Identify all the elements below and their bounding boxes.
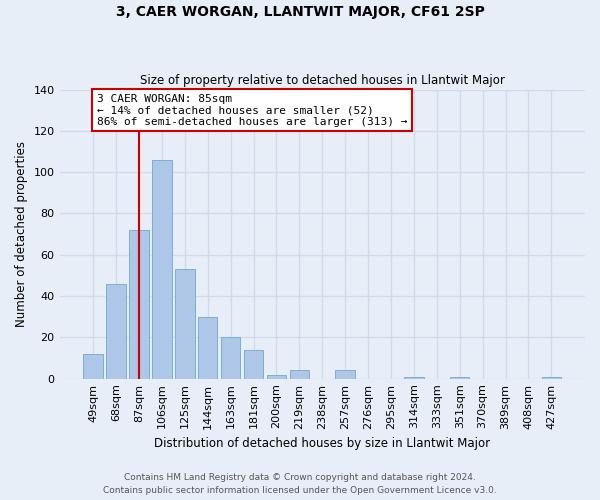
Bar: [542, 376, 561, 378]
Text: Contains HM Land Registry data © Crown copyright and database right 2024.
Contai: Contains HM Land Registry data © Crown c…: [103, 474, 497, 495]
Bar: [244, 350, 263, 378]
Bar: [198, 316, 217, 378]
Bar: [404, 376, 424, 378]
Y-axis label: Number of detached properties: Number of detached properties: [15, 141, 28, 327]
Bar: [152, 160, 172, 378]
Bar: [106, 284, 126, 378]
Bar: [335, 370, 355, 378]
Bar: [450, 376, 469, 378]
Bar: [83, 354, 103, 378]
Bar: [267, 374, 286, 378]
Bar: [129, 230, 149, 378]
Bar: [175, 269, 194, 378]
Bar: [221, 338, 241, 378]
Title: Size of property relative to detached houses in Llantwit Major: Size of property relative to detached ho…: [140, 74, 505, 87]
X-axis label: Distribution of detached houses by size in Llantwit Major: Distribution of detached houses by size …: [154, 437, 490, 450]
Text: 3, CAER WORGAN, LLANTWIT MAJOR, CF61 2SP: 3, CAER WORGAN, LLANTWIT MAJOR, CF61 2SP: [116, 5, 484, 19]
Bar: [290, 370, 309, 378]
Text: 3 CAER WORGAN: 85sqm
← 14% of detached houses are smaller (52)
86% of semi-detac: 3 CAER WORGAN: 85sqm ← 14% of detached h…: [97, 94, 407, 127]
